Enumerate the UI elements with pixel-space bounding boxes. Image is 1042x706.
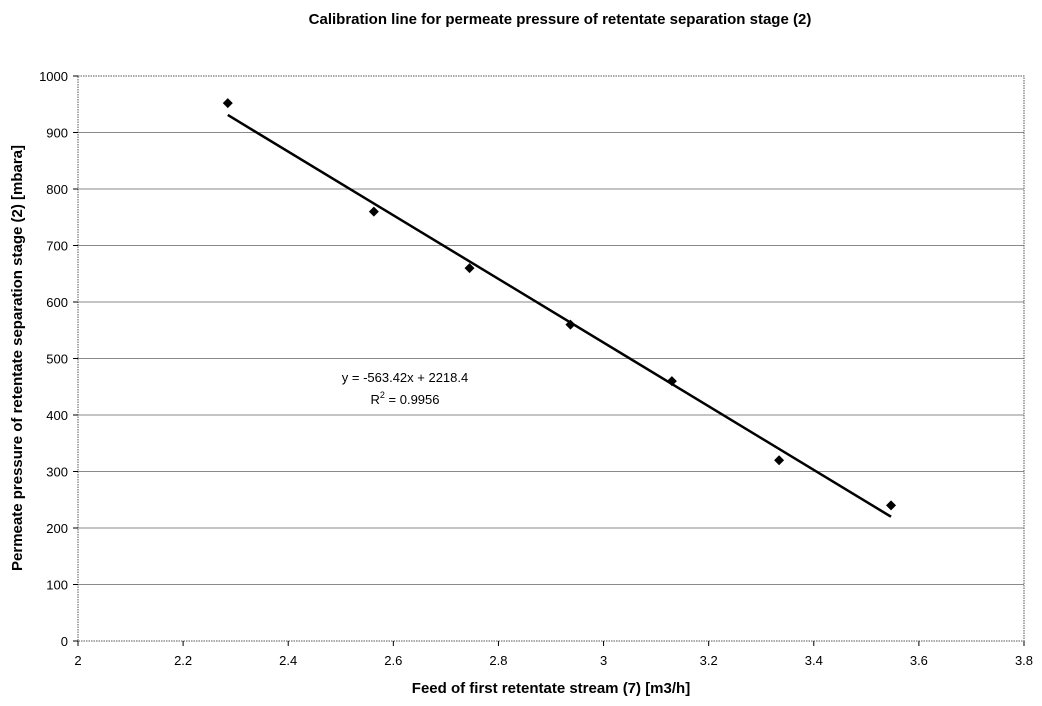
- y-tick-label: 1000: [39, 69, 68, 84]
- trendline: [228, 115, 891, 517]
- data-points: [223, 98, 896, 510]
- y-axis-label: Permeate pressure of retentate separatio…: [9, 145, 26, 571]
- x-tick-label: 2.6: [384, 653, 402, 668]
- y-tick-label: 100: [46, 578, 68, 593]
- r2-value: = 0.9956: [385, 392, 440, 407]
- data-point: [223, 98, 233, 108]
- data-point: [886, 500, 896, 510]
- y-tick-label: 600: [46, 295, 68, 310]
- axis-ticks: 0 100 200 300 400 500 600 700 800 900 1000 2 2.2 2.4 2…: [39, 69, 1033, 668]
- x-tick-label: 2.2: [174, 653, 192, 668]
- y-tick-label: 800: [46, 182, 68, 197]
- trendline-group: [228, 115, 891, 517]
- x-tick-label: 3.2: [700, 653, 718, 668]
- x-tick-label: 2: [74, 653, 81, 668]
- y-tick-label: 900: [46, 126, 68, 141]
- trendline-r-squared: R2 = 0.9956: [371, 390, 440, 407]
- x-axis-label: Feed of first retentate stream (7) [m3/h…: [412, 680, 690, 697]
- trendline-equation: y = -563.42x + 2218.4: [342, 370, 468, 385]
- r2-label: R: [371, 392, 380, 407]
- x-tick-label: 3: [600, 653, 607, 668]
- y-tick-label: 200: [46, 521, 68, 536]
- x-tick-label: 3.6: [910, 653, 928, 668]
- data-point: [369, 207, 379, 217]
- x-tick-label: 3.4: [805, 653, 823, 668]
- x-tick-label: 2.8: [489, 653, 507, 668]
- chart-title: Calibration line for permeate pressure o…: [309, 11, 812, 28]
- y-tick-label: 500: [46, 352, 68, 367]
- y-tick-label: 700: [46, 239, 68, 254]
- y-tick-label: 0: [61, 634, 68, 649]
- x-tick-label: 3.8: [1015, 653, 1033, 668]
- gridlines: [78, 133, 1024, 585]
- data-point: [667, 376, 677, 386]
- y-tick-label: 300: [46, 465, 68, 480]
- x-tick-label: 2.4: [279, 653, 297, 668]
- y-tick-label: 400: [46, 408, 68, 423]
- data-point: [774, 455, 784, 465]
